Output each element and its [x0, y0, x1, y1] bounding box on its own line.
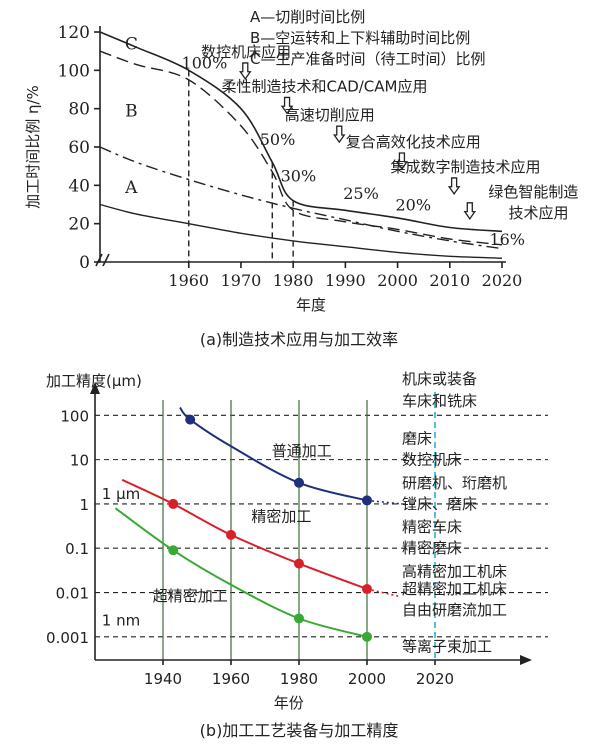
- data-point: [226, 529, 236, 540]
- percent-label: 16%: [489, 230, 525, 249]
- annotation-label: 技术应用: [509, 204, 569, 222]
- x-axis-title: 年度: [296, 296, 326, 314]
- x-tick-label: 1970: [221, 271, 262, 290]
- equipment-label: 镗床、磨床: [402, 495, 477, 513]
- legend-entry: B—空运转和上下料辅助时间比例: [250, 29, 470, 47]
- equipment-label: 超精密加工机床: [402, 580, 507, 598]
- x-tick-label: 2020: [482, 271, 523, 290]
- inline-label: 普通加工: [272, 442, 332, 460]
- y-tick-label: 60: [68, 138, 90, 158]
- x-tick-label: 1960: [168, 271, 209, 290]
- series-line-C: [99, 31, 503, 233]
- equipment-label: 磨床: [402, 429, 432, 447]
- inline-label: 超精密加工: [153, 587, 228, 605]
- annotation-label: 绿色智能制造: [488, 183, 578, 201]
- chart-a-efficiency: 0 20 40 60 80 100 120 1960 1970 1980 1990 2000 2010 2…: [24, 8, 578, 349]
- data-point: [168, 545, 179, 556]
- y-tick-label: 120: [58, 23, 90, 43]
- series-label-B: B: [125, 101, 138, 121]
- inline-label: 1 nm: [102, 612, 140, 630]
- equipment-label: 高精密加工机床: [402, 562, 507, 580]
- percent-label: 30%: [281, 167, 317, 186]
- series-line-A: [99, 146, 503, 250]
- annotation-label: 复合高效化技术应用: [346, 133, 481, 151]
- x-tick-label: 2000: [377, 271, 418, 290]
- y-axis-title: 加工时间比例 η/%: [24, 85, 42, 209]
- equipment-label: 自由研磨流加工: [402, 601, 507, 619]
- equipment-label: 精密磨床: [402, 539, 462, 557]
- data-point: [362, 631, 372, 642]
- series-extension-精密加工: [366, 588, 402, 598]
- x-tick-label: 2020: [416, 670, 454, 688]
- x-tick-label: 1990: [325, 271, 366, 290]
- series-line-baseline: [99, 203, 503, 259]
- caption-b: (b)加工工艺装备与加工精度: [200, 721, 399, 740]
- annotation-label: 柔性制造技术和CAD/CAM应用: [221, 77, 427, 95]
- x-tick-label: 1980: [273, 271, 314, 290]
- data-point: [294, 613, 304, 624]
- series-line-B: [99, 50, 503, 246]
- percent-label: 50%: [260, 130, 296, 149]
- data-point: [185, 414, 196, 425]
- x-tick-label: 1960: [212, 670, 250, 688]
- equipment-header: 机床或装备: [402, 370, 477, 388]
- y-tick-label: 10: [70, 452, 89, 470]
- percent-label: 25%: [343, 184, 379, 203]
- x-tick-label: 2000: [348, 670, 386, 688]
- y-tick-label: 40: [68, 176, 90, 196]
- series-line-超精密加工: [114, 507, 368, 638]
- data-point: [362, 584, 372, 595]
- annotation-label: 数控机床应用: [201, 43, 291, 61]
- down-arrow-icon: [333, 125, 346, 144]
- y-axis-title: 加工精度(μm): [46, 372, 142, 390]
- down-arrow-icon: [239, 62, 252, 81]
- x-axis-arrow: [520, 655, 532, 665]
- x-tick-label: 1940: [144, 670, 182, 688]
- chart-b-precision: 100 10 1 0.1 0.01 0.001 1940 1960 1980 2000 2020 年份…: [46, 370, 548, 740]
- inline-label: 精密加工: [251, 508, 311, 526]
- series-label-A: A: [124, 178, 138, 198]
- series-label-C: C: [125, 34, 138, 54]
- legend-entry: A—切削时间比例: [250, 8, 365, 26]
- series-extension-普通加工: [366, 499, 402, 505]
- axis-break-mark: [95, 253, 110, 267]
- equipment-label: 等离子束加工: [402, 638, 492, 656]
- y-tick-label: 100: [60, 407, 89, 425]
- series-line-精密加工: [121, 478, 368, 590]
- y-tick-label: 80: [68, 100, 90, 120]
- y-tick-label: 20: [68, 215, 90, 235]
- equipment-label: 研磨机、珩磨机: [402, 474, 507, 492]
- data-point: [294, 558, 304, 569]
- down-arrow-icon: [447, 177, 461, 196]
- annotation-label: 高速切削应用: [285, 106, 375, 124]
- y-tick-label: 0: [79, 253, 90, 273]
- legend-entry: C—生产准备时间（待工时间）比例: [250, 50, 485, 68]
- percent-label: 100%: [182, 53, 228, 72]
- down-arrow-icon: [280, 96, 294, 115]
- y-tick-label: 100: [58, 61, 90, 81]
- percent-label: 20%: [395, 195, 431, 214]
- down-arrow-icon: [395, 152, 409, 171]
- y-axis-arrow: [90, 382, 100, 394]
- equipment-label: 数控机床: [402, 451, 462, 469]
- data-point: [362, 495, 372, 506]
- down-arrow-icon: [463, 202, 477, 220]
- caption-a: (a)制造技术应用与加工效率: [200, 330, 398, 349]
- data-point: [168, 498, 179, 509]
- y-tick-label: 0.01: [56, 585, 89, 603]
- y-tick-label: 0.001: [46, 629, 89, 647]
- x-axis-title: 年份: [274, 694, 304, 712]
- equipment-label: 精密车床: [402, 518, 462, 536]
- y-tick-label: 1: [79, 496, 89, 514]
- equipment-header: 车床和铣床: [402, 392, 477, 410]
- y-tick-label: 0.1: [65, 540, 89, 558]
- x-tick-label: 2010: [429, 271, 470, 290]
- data-point: [294, 477, 304, 488]
- inline-label: 1 μm: [102, 485, 140, 503]
- annotation-label: 集成数字制造技术应用: [390, 158, 540, 176]
- series-line-普通加工: [179, 406, 368, 502]
- x-tick-label: 1980: [280, 670, 318, 688]
